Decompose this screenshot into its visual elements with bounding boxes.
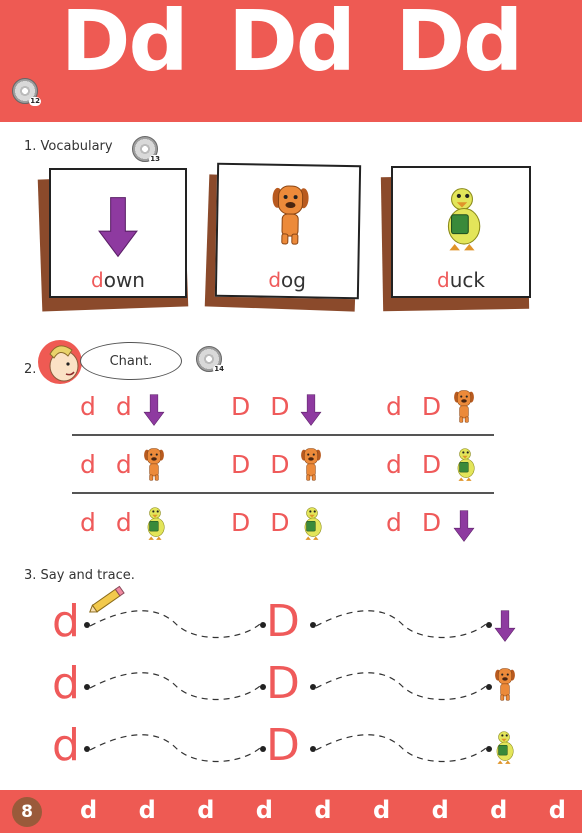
vocab-word: down: [51, 268, 185, 292]
chant-text: d D: [386, 392, 447, 421]
cd-track-number: 13: [149, 155, 161, 164]
arrow-down-icon: [143, 392, 165, 428]
chant-text: D D: [231, 392, 295, 421]
dog-icon: [270, 178, 311, 255]
vocab-word: dog: [217, 267, 357, 293]
chant-text: d D: [386, 508, 447, 537]
vocab-word-rest: og: [281, 268, 306, 292]
dog-icon: [143, 446, 165, 484]
trace-row: d D: [0, 724, 582, 774]
arrow-down-icon: [453, 508, 475, 544]
chant-text: d D: [386, 450, 447, 479]
trace-row: d D: [0, 600, 582, 650]
duck-icon: [143, 504, 167, 544]
vocabulary-title: 1. Vocabulary: [24, 139, 113, 154]
vocab-word-rest: own: [104, 268, 145, 292]
trace-mid-letter: D: [266, 724, 300, 768]
speech-bubble-text: Chant.: [110, 354, 153, 369]
trace-start-letter: d: [52, 662, 80, 706]
duck-icon: [439, 182, 485, 258]
footer-letter: d: [373, 796, 390, 824]
trace-title: 3. Say and trace.: [24, 568, 135, 583]
footer-banner: 8 d d d d d d d d d: [0, 790, 582, 833]
header-letter-pair: Dd: [61, 0, 187, 102]
vocab-word-first-letter: d: [437, 268, 450, 292]
footer-letter: d: [432, 796, 449, 824]
trace-mid-letter: D: [266, 662, 300, 706]
chant-divider: [72, 492, 494, 494]
vocab-word-rest: uck: [450, 268, 485, 292]
chant-text: D D: [231, 450, 295, 479]
trace-mid-letter: D: [266, 600, 300, 644]
trace-dot: [486, 684, 492, 690]
trace-dashed-path[interactable]: [314, 728, 490, 764]
header-title: Dd Dd Dd: [0, 0, 582, 102]
header-letter-pair: Dd: [228, 0, 354, 102]
vocab-card-dog[interactable]: dog: [215, 163, 361, 299]
footer-letter-strip: d d d d d d d d d: [80, 796, 566, 824]
footer-letter: d: [549, 796, 566, 824]
cd-audio-icon[interactable]: 12: [12, 78, 38, 104]
trace-row: d D: [0, 662, 582, 712]
trace-dot: [486, 622, 492, 628]
arrow-down-icon: [300, 392, 322, 428]
chant-section-number: 2.: [24, 362, 36, 377]
dog-icon: [453, 388, 475, 426]
footer-letter: d: [314, 796, 331, 824]
trace-dashed-path[interactable]: [314, 604, 490, 640]
cd-track-number: 14: [213, 365, 225, 374]
chant-text: D D: [231, 508, 295, 537]
chant-row: d d D D d D: [80, 504, 520, 546]
vocab-word-first-letter: d: [91, 268, 104, 292]
arrow-down-icon: [494, 608, 516, 644]
footer-letter: d: [139, 796, 156, 824]
vocab-word-first-letter: d: [268, 268, 281, 292]
cd-audio-icon[interactable]: 13: [132, 136, 158, 162]
footer-letter: d: [197, 796, 214, 824]
chant-text: d d: [80, 508, 138, 537]
dog-icon: [300, 446, 322, 484]
footer-letter: d: [490, 796, 507, 824]
chant-row: d d D D d D: [80, 388, 520, 428]
cd-track-number: 12: [29, 97, 41, 106]
header-letter-pair: Dd: [395, 0, 521, 102]
trace-dashed-path[interactable]: [88, 666, 264, 702]
trace-dashed-path[interactable]: [314, 666, 490, 702]
page-number-badge: 8: [12, 797, 42, 827]
trace-start-letter: d: [52, 724, 80, 768]
chant-text: d d: [80, 450, 138, 479]
footer-letter: d: [256, 796, 273, 824]
vocab-word: duck: [393, 268, 529, 292]
trace-dashed-path[interactable]: [88, 728, 264, 764]
chant-text: d d: [80, 392, 138, 421]
vocab-card-down[interactable]: down: [49, 168, 187, 298]
page-number: 8: [21, 802, 33, 822]
duck-icon: [300, 504, 324, 544]
arrow-down-icon: [97, 194, 139, 260]
chant-divider: [72, 434, 494, 436]
trace-dashed-path[interactable]: [88, 604, 264, 640]
duck-icon: [492, 728, 516, 768]
speech-bubble: Chant.: [80, 342, 182, 380]
dog-icon: [494, 666, 516, 704]
duck-icon: [453, 446, 477, 484]
chant-row: d d D D d D: [80, 446, 520, 486]
trace-start-letter: d: [52, 600, 80, 644]
cd-audio-icon[interactable]: 14: [196, 346, 222, 372]
child-face-icon: [36, 334, 86, 388]
vocab-card-duck[interactable]: duck: [391, 166, 531, 298]
footer-letter: d: [80, 796, 97, 824]
